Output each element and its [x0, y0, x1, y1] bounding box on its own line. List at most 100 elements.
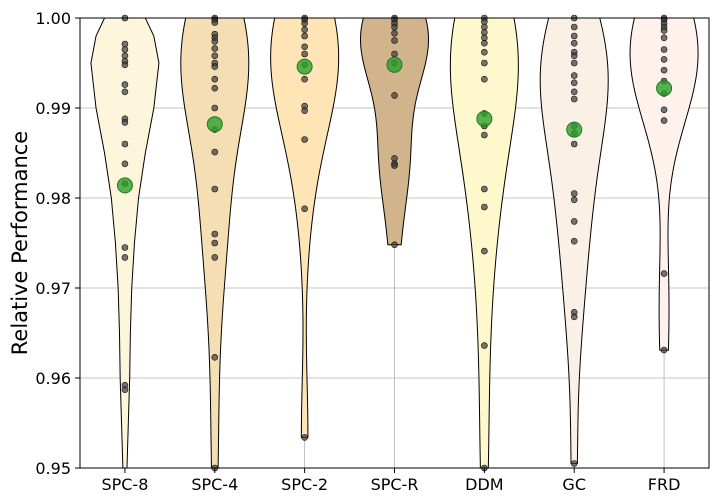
- data-point: [121, 386, 129, 394]
- x-tick-label: SPC-R: [371, 475, 419, 494]
- data-point: [570, 88, 578, 96]
- data-point: [481, 185, 488, 193]
- data-point: [570, 59, 578, 67]
- data-point: [570, 140, 578, 148]
- x-tick-label: SPC-2: [281, 475, 328, 494]
- mean-marker: [476, 110, 493, 127]
- data-point: [121, 254, 129, 261]
- data-point: [481, 342, 488, 349]
- data-point: [301, 32, 308, 40]
- data-point: [301, 43, 308, 51]
- y-tick-label: 1.00: [35, 9, 71, 28]
- y-tick-label: 0.95: [35, 459, 71, 478]
- data-point: [570, 196, 578, 204]
- mean-marker: [296, 58, 313, 75]
- data-point: [211, 254, 219, 261]
- data-point: [391, 241, 398, 249]
- data-point: [211, 75, 219, 83]
- data-point: [211, 230, 219, 238]
- data-point: [481, 48, 488, 56]
- data-point: [660, 56, 668, 63]
- data-point: [570, 72, 578, 79]
- data-point: [121, 88, 129, 96]
- data-point: [121, 46, 129, 53]
- data-point: [391, 50, 398, 58]
- mean-marker: [386, 56, 403, 73]
- data-point: [570, 39, 578, 47]
- data-point: [660, 106, 668, 114]
- y-tick-label: 0.99: [35, 99, 71, 118]
- data-point: [391, 29, 398, 37]
- data-point: [211, 239, 219, 247]
- x-tick-label: SPC-8: [101, 475, 148, 494]
- data-point: [211, 185, 219, 193]
- data-point: [481, 203, 488, 211]
- data-point: [391, 23, 398, 31]
- mean-marker: [656, 80, 673, 97]
- data-point: [391, 162, 398, 169]
- data-point: [211, 84, 219, 92]
- data-point: [570, 313, 578, 321]
- x-tick-label: GC: [562, 475, 586, 494]
- data-point: [570, 237, 578, 245]
- data-point: [211, 52, 219, 60]
- data-point: [121, 140, 129, 148]
- data-point: [570, 23, 578, 31]
- data-point: [391, 155, 398, 162]
- y-tick-label: 0.96: [35, 369, 71, 388]
- data-point: [121, 81, 129, 88]
- data-point: [570, 460, 578, 467]
- data-point: [481, 59, 488, 67]
- data-point: [121, 244, 129, 251]
- data-point: [121, 40, 129, 48]
- data-point: [121, 160, 129, 168]
- data-point: [481, 34, 488, 42]
- data-point: [481, 75, 488, 83]
- mean-marker: [116, 177, 133, 194]
- data-point: [211, 45, 219, 52]
- data-point: [481, 131, 488, 139]
- data-point: [660, 66, 668, 74]
- data-point: [660, 27, 668, 34]
- data-point: [481, 247, 488, 255]
- data-point: [121, 61, 129, 69]
- x-tick-label: FRD: [648, 475, 681, 494]
- y-tick-label: 0.97: [35, 279, 71, 298]
- x-axis-ticks: SPC-8 SPC-4 SPC-2 SPC-R DDM GC FRD: [101, 468, 680, 494]
- data-point: [660, 34, 668, 42]
- data-point: [121, 119, 129, 126]
- y-axis-ticks: 0.95 0.96 0.97 0.98 0.99 1.00: [35, 9, 80, 478]
- data-point: [211, 353, 219, 361]
- data-point: [570, 79, 578, 87]
- data-point: [570, 95, 578, 103]
- data-point: [211, 19, 219, 26]
- violin-ddm: [449, 17, 519, 469]
- data-point: [570, 52, 578, 60]
- data-point: [121, 52, 129, 60]
- data-point: [660, 46, 668, 53]
- data-point: [391, 92, 398, 99]
- data-point: [301, 434, 308, 441]
- data-point: [660, 117, 668, 124]
- data-point: [211, 148, 219, 156]
- data-point: [211, 38, 219, 45]
- mean-marker: [566, 121, 583, 138]
- data-point: [211, 104, 219, 112]
- y-axis-label: Relative Performance: [8, 131, 32, 355]
- data-point: [301, 20, 308, 27]
- data-point: [570, 190, 578, 197]
- data-point: [301, 75, 308, 83]
- data-point: [301, 107, 308, 114]
- data-point: [481, 23, 488, 31]
- data-point: [301, 26, 308, 34]
- data-point: [660, 270, 668, 277]
- data-point: [301, 50, 308, 58]
- data-point: [301, 136, 308, 143]
- data-point: [570, 218, 578, 225]
- mean-marker: [206, 116, 223, 133]
- data-point: [211, 63, 219, 70]
- data-point: [391, 37, 398, 44]
- y-tick-label: 0.98: [35, 189, 71, 208]
- data-point: [301, 205, 308, 213]
